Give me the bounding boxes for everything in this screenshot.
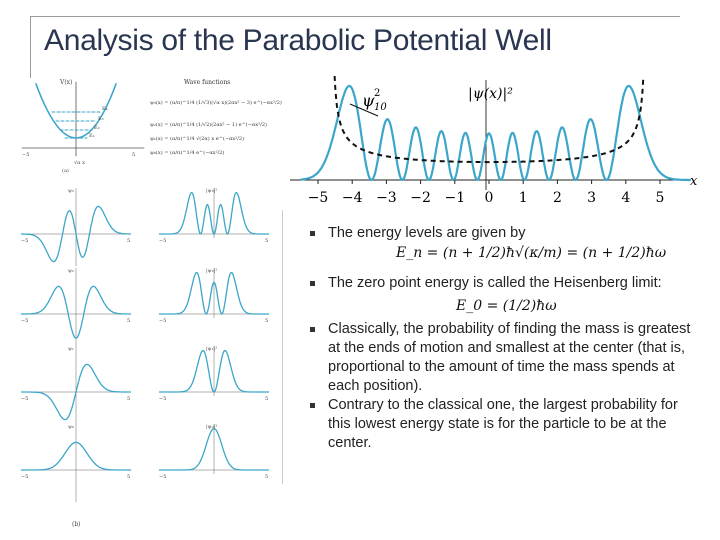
small-psi-squared-curve: [159, 349, 269, 393]
formula-psi0: ψ₀(x) = (α/π)^1/4 e^(−αx²/2): [150, 149, 224, 156]
x-tick-label: −2: [410, 190, 431, 206]
e3-label: E₃: [98, 116, 104, 122]
psi-annotation: ψ: [362, 91, 375, 110]
e2-label: E₂: [94, 125, 100, 131]
column-separator: [282, 210, 283, 484]
wave-function-figure: V(x) E₄ E₃ E₂ E₁ −5 5 √α x (a) Wave func…: [21, 79, 282, 528]
small-plot-tick-5: 5: [265, 238, 268, 244]
bullet-text: The energy levels are given by: [328, 225, 526, 241]
small-plot-tick-minus5: −5: [21, 238, 28, 244]
x-tick-label: 4: [621, 190, 630, 206]
left-tick-minus5: −5: [22, 152, 29, 158]
energy-levels-equation: E_n = (n + 1/2)ħ√(κ/m) = (n + 1/2)ħω: [396, 243, 667, 261]
small-psi-curve: [21, 205, 131, 263]
energy-equation-text: E_n = (n + 1/2)ħ√(κ/m) = (n + 1/2)ħω: [396, 245, 667, 261]
x-axis-label: x: [690, 174, 698, 189]
small-plot-tick-minus5: −5: [159, 238, 166, 244]
psi-subscript: 10: [374, 102, 387, 113]
small-wave-plots: ψ₃ −5 5 |ψ₃|² −5 5 ψ₂ −5 5 |ψ₂|² −5 5 ψ₁ −5 5 |ψ₁|² −5 5 ψ…: [21, 188, 269, 503]
potential-well-graph: V(x) E₄ E₃ E₂ E₁ −5 5 √α x (a): [21, 79, 145, 174]
small-plot-label: |ψ₂|²: [206, 268, 217, 274]
formula-psi2: ψ₂(x) = (α/π)^1/4 (1/√2)(2αx² − 1) e^(−α…: [150, 121, 267, 128]
slide-title: Analysis of the Parabolic Potential Well: [44, 24, 552, 57]
x-tick-label: 2: [553, 190, 562, 206]
small-plot-tick-minus5: −5: [21, 474, 28, 480]
small-psi-squared-curve: [159, 271, 269, 315]
x-tick-label: −5: [308, 190, 329, 206]
small-psi-squared-curve: [159, 191, 269, 235]
small-psi-curve: [21, 363, 131, 421]
small-plot-tick-5: 5: [265, 318, 268, 324]
frame-left-line: [30, 16, 31, 78]
small-plot-tick-5: 5: [127, 396, 130, 402]
small-plot-label: ψ₀: [68, 424, 74, 430]
bullet-text: Contrary to the classical one, the large…: [328, 397, 678, 451]
small-psi-curve: [21, 441, 131, 471]
zero-point-equation-text: E_0 = (1/2)ħω: [456, 298, 557, 314]
x-tick-label: −3: [376, 190, 397, 206]
formula-psi3: ψ₃(x) = (α/π)^1/4 (1/√3)(√α x)(2αx² − 3)…: [150, 99, 282, 106]
bullet-text: Classically, the probability of finding …: [328, 321, 691, 394]
small-plot-label: |ψ₃|²: [206, 188, 217, 194]
bullet-marker: [310, 281, 315, 286]
vx-label: V(x): [59, 79, 72, 86]
classical-probability-curve: [333, 75, 645, 164]
small-plot-label: ψ₂: [68, 268, 74, 274]
small-plot-label: ψ₃: [68, 188, 74, 194]
small-plot-tick-minus5: −5: [159, 474, 166, 480]
x-tick-label: 3: [587, 190, 596, 206]
bullet-text: The zero point energy is called the Heis…: [328, 275, 662, 291]
psi-superscript: 2: [374, 88, 380, 99]
x-tick-label: 0: [485, 190, 494, 206]
formula-psi1: ψ₁(x) = (α/π)^1/4 √(2α) x e^(−αx²/2): [150, 135, 244, 142]
wave-functions-heading: Wave functions: [184, 79, 230, 86]
x-tick-label: −4: [342, 190, 363, 206]
small-plot-tick-5: 5: [127, 318, 130, 324]
small-psi-curve: [21, 285, 131, 339]
e1-label: E₁: [89, 133, 95, 139]
small-plot-tick-minus5: −5: [159, 396, 166, 402]
bullet-marker: [310, 231, 315, 236]
bullet-marker: [310, 327, 315, 332]
frame-top-line: [30, 16, 680, 17]
small-plot-tick-minus5: −5: [159, 318, 166, 324]
panel-b-label: (b): [72, 521, 81, 528]
small-plot-tick-5: 5: [265, 396, 268, 402]
e4-label: E₄: [102, 106, 108, 112]
x-ticks: −5 −4 −3 −2 −1 0 1 2 3 4 5: [308, 180, 665, 206]
zero-point-equation: E_0 = (1/2)ħω: [456, 296, 557, 314]
small-plot-label: |ψ₀|²: [206, 424, 217, 430]
small-plot-tick-5: 5: [127, 474, 130, 480]
left-tick-5: 5: [132, 152, 135, 158]
small-plot-label: ψ₁: [68, 346, 74, 352]
small-plot-tick-5: 5: [127, 238, 130, 244]
small-plot-label: |ψ₁|²: [206, 346, 217, 352]
y-axis-label: |ψ(x)|²: [468, 86, 513, 102]
x-tick-label: −1: [444, 190, 465, 206]
small-psi-squared-curve: [159, 427, 269, 471]
alpha-x-label: √α x: [74, 160, 85, 166]
psi10-arrow: [349, 103, 379, 117]
probability-density-chart: ψ 10 2 |ψ(x)|² x −5 −4 −3 −2 −1 0 1 2 3 4 5: [290, 75, 698, 206]
wave-formulas: Wave functions ψ₃(x) = (α/π)^1/4 (1/√3)(…: [150, 79, 282, 156]
small-plot-tick-minus5: −5: [21, 396, 28, 402]
x-tick-label: 1: [519, 190, 528, 206]
x-tick-label: 5: [656, 190, 665, 206]
small-plot-tick-5: 5: [265, 474, 268, 480]
small-plot-tick-minus5: −5: [21, 318, 28, 324]
panel-a-label: (a): [62, 167, 69, 174]
bullet-marker: [310, 403, 315, 408]
